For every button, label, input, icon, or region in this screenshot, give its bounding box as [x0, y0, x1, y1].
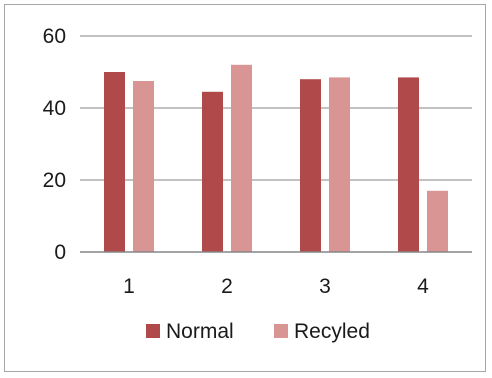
x-axis-ticks: 1 2 3 4: [123, 275, 429, 298]
legend: Normal Recyled: [146, 320, 370, 343]
bar-normal-4: [398, 77, 419, 253]
legend-swatch-normal: [146, 324, 160, 338]
bars: [104, 64, 448, 253]
legend-swatch-recyled: [274, 324, 288, 338]
bar-recyled-2: [231, 64, 252, 252]
x-tick-label: 2: [221, 275, 233, 298]
legend-label-normal: Normal: [166, 320, 234, 343]
y-tick-label: 20: [43, 169, 66, 192]
x-tick-label: 1: [123, 275, 135, 298]
legend-label-recyled: Recyled: [294, 320, 370, 343]
y-axis-ticks: 0 20 40 60: [43, 25, 66, 264]
bar-normal-1: [104, 72, 125, 252]
bar-normal-3: [300, 79, 321, 252]
bar-recyled-4: [427, 190, 448, 252]
x-tick-label: 4: [417, 275, 429, 298]
bar-normal-2: [202, 91, 223, 252]
y-tick-label: 60: [43, 25, 66, 48]
y-tick-label: 40: [43, 97, 66, 120]
y-tick-label: 0: [54, 241, 66, 264]
bar-recyled-1: [133, 81, 154, 252]
x-tick-label: 3: [319, 275, 331, 298]
bar-recyled-3: [329, 77, 350, 253]
